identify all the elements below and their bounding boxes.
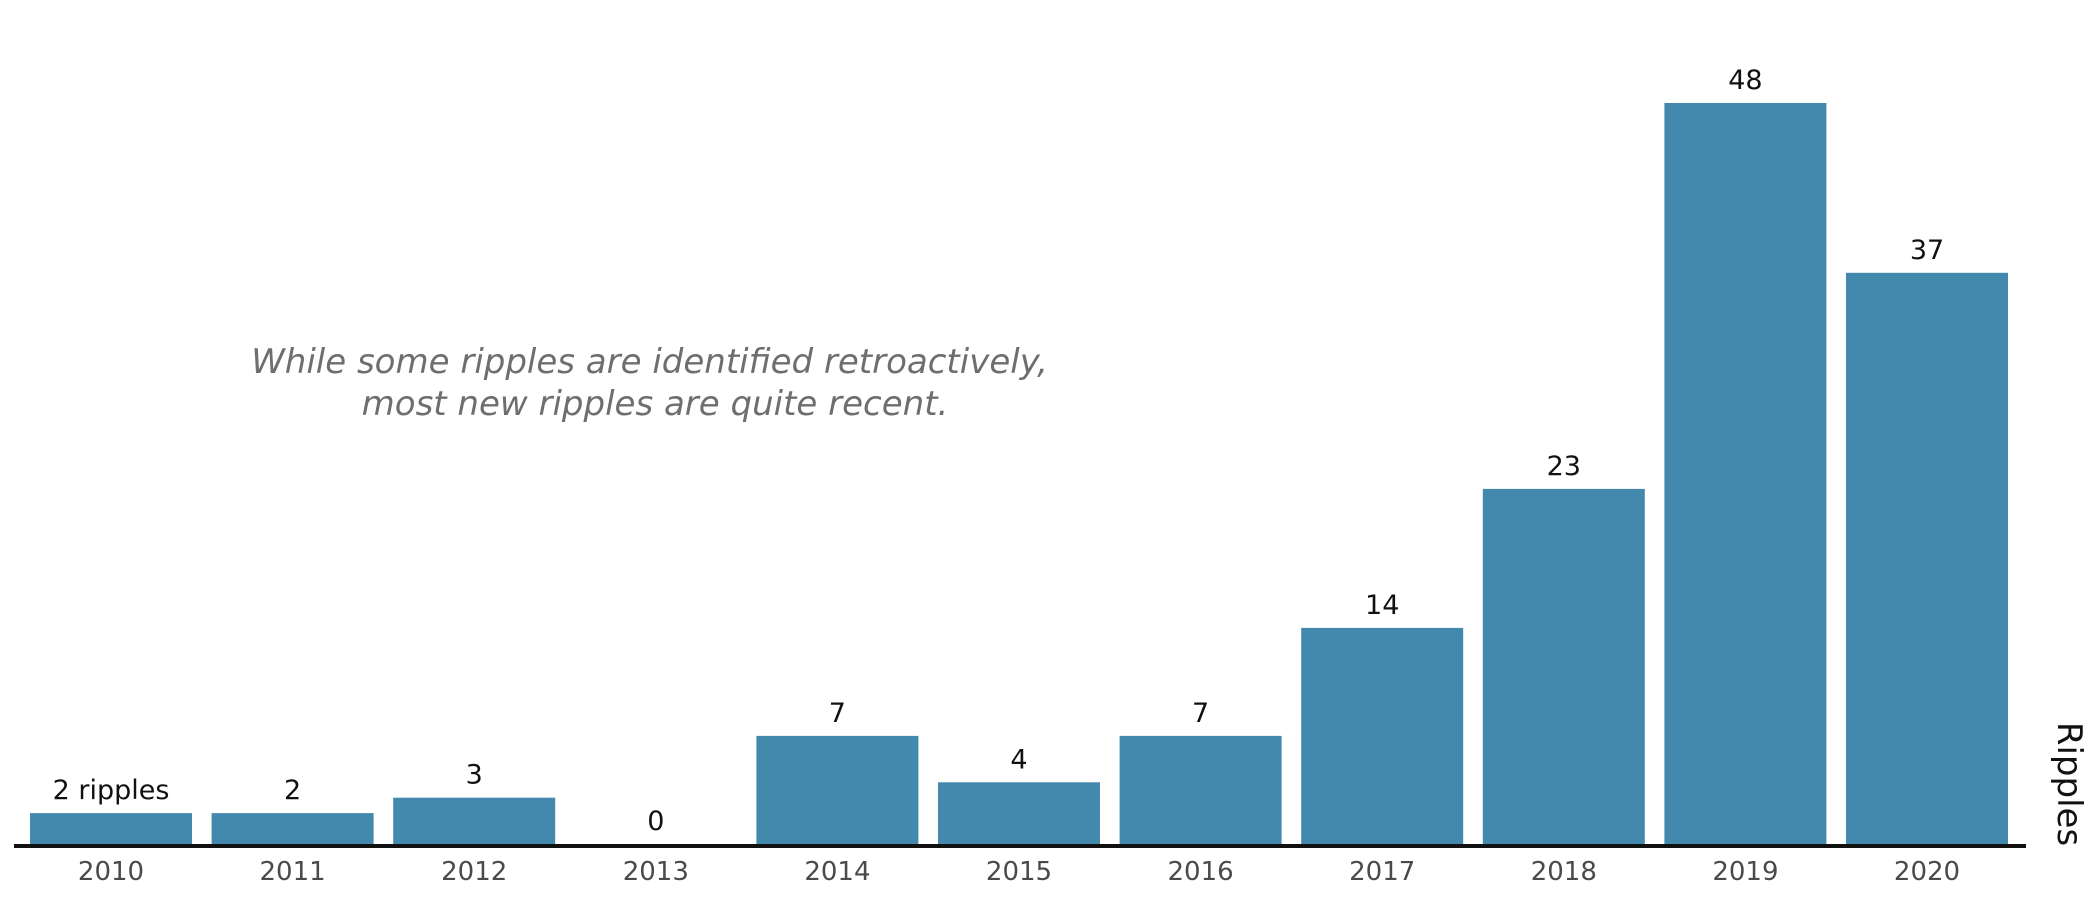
x-tick-label-2014: 2014 (804, 857, 870, 887)
bar-2019 (1664, 103, 1827, 844)
value-label-2010: 2 ripples (53, 775, 170, 806)
value-label-2018: 23 (1547, 451, 1581, 482)
value-label-2015: 4 (1010, 744, 1027, 775)
x-tick-label-2012: 2012 (441, 857, 507, 887)
value-label-2020: 37 (1910, 235, 1944, 266)
x-tick-label-2017: 2017 (1349, 857, 1415, 887)
annotation-line-2: most new ripples are quite recent. (362, 384, 949, 424)
x-tick-label-2020: 2020 (1894, 857, 1960, 887)
x-tick-label-2011: 2011 (260, 857, 326, 887)
bar-2017 (1301, 627, 1464, 844)
bar-2018 (1482, 488, 1645, 844)
bars-group (30, 103, 2008, 845)
value-label-2014: 7 (829, 698, 846, 729)
value-label-2012: 3 (466, 760, 483, 791)
y-axis-title: Ripples (2049, 722, 2089, 846)
bar-2015 (938, 782, 1100, 845)
x-tick-labels-group: 2010 2011 2012 2013 2014 2015 2016 2017 2018 2019… (78, 857, 1960, 887)
x-tick-label-2018: 2018 (1531, 857, 1597, 887)
bar-2012 (393, 797, 556, 844)
bar-2011 (211, 813, 374, 844)
annotation-text: While some ripples are identified retroa… (251, 342, 1059, 424)
bar-2014 (756, 735, 919, 844)
value-label-2017: 14 (1365, 590, 1399, 621)
x-tick-label-2019: 2019 (1712, 857, 1778, 887)
value-label-2019: 48 (1728, 65, 1762, 96)
x-tick-label-2015: 2015 (986, 857, 1052, 887)
bar-2016 (1119, 735, 1282, 844)
x-tick-label-2013: 2013 (623, 857, 689, 887)
value-label-2013: 0 (647, 806, 664, 837)
x-tick-label-2010: 2010 (78, 857, 144, 887)
bar-2020 (1846, 272, 2008, 844)
value-label-2016: 7 (1192, 698, 1209, 729)
bar-2010 (30, 813, 192, 844)
annotation-line-1: While some ripples are identified retroa… (251, 342, 1048, 382)
value-label-2011: 2 (284, 775, 301, 806)
x-tick-label-2016: 2016 (1168, 857, 1234, 887)
